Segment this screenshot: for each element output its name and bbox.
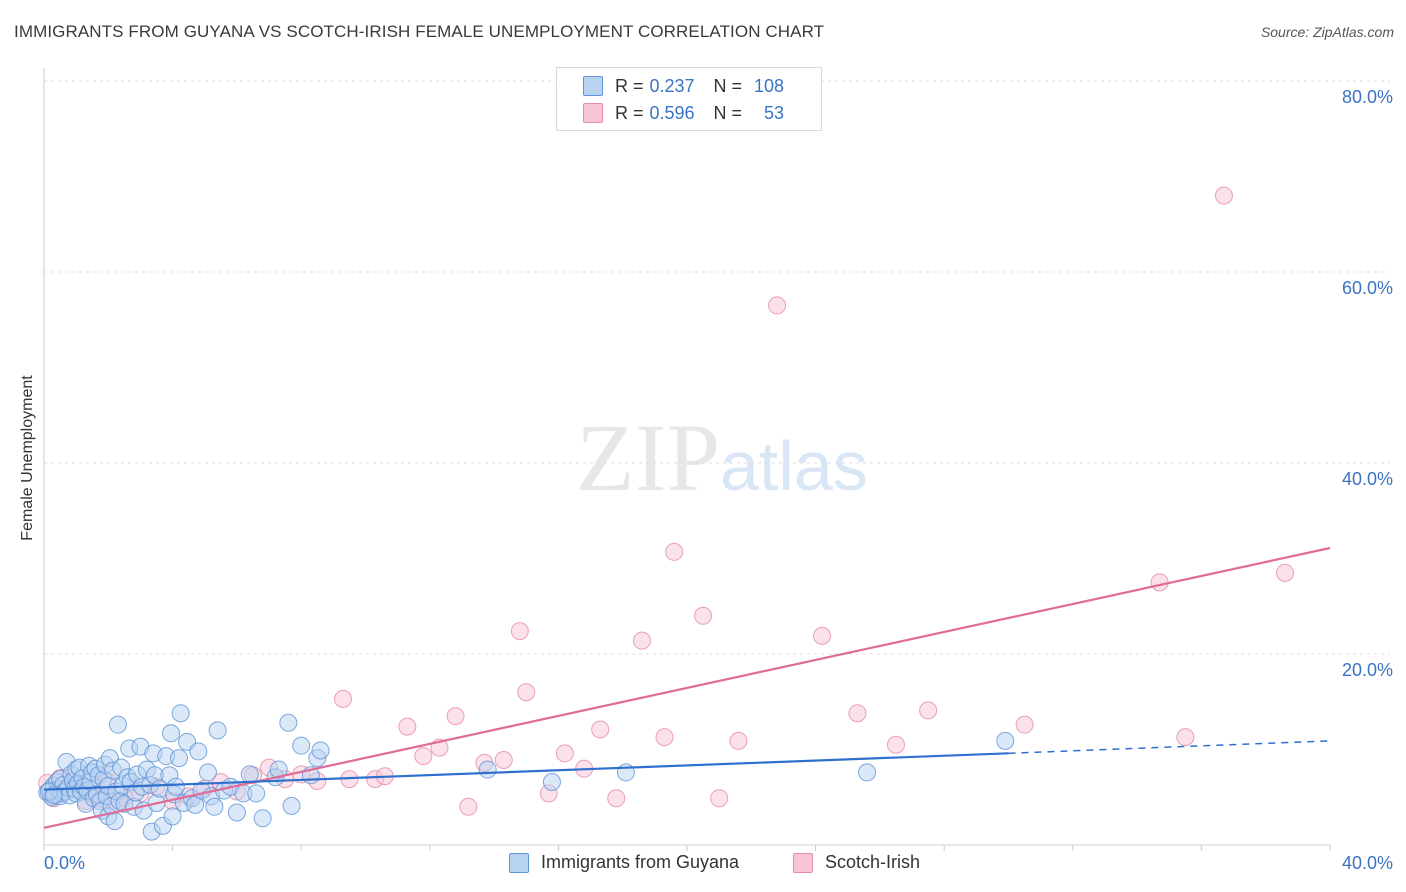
scotch-irish-point: [813, 626, 832, 645]
scotch-irish-point: [1015, 715, 1034, 734]
stats-legend-row-guyana: R = 0.237 N = 108: [583, 74, 784, 98]
r-label: R =: [615, 75, 644, 96]
scotch-irish-point: [398, 717, 417, 736]
guyana-point: [478, 760, 497, 779]
scotch-irish-point: [591, 720, 610, 739]
scotch-irish-legend-swatch: [793, 852, 813, 873]
scotch-irish-point: [632, 631, 651, 650]
scotch-irish-point: [710, 789, 729, 808]
x-tick-label-max: 40.0%: [1342, 853, 1393, 873]
scotch-irish-point: [665, 542, 684, 561]
x-tick-label-min: 0.0%: [44, 853, 85, 873]
scotch-irish-trend-line: [43, 546, 1331, 829]
scotch-irish-point: [555, 744, 574, 763]
axes: [43, 68, 1331, 851]
guyana-point: [311, 741, 330, 760]
guyana-point: [166, 777, 185, 796]
guyana-point: [247, 784, 266, 803]
y-tick-label: 60.0%: [1342, 278, 1393, 298]
guyana-point: [105, 812, 124, 831]
scotch-irish-point: [919, 701, 938, 720]
guyana-point: [253, 809, 272, 828]
scotch-irish-swatch: [583, 103, 603, 123]
scotch-irish-point: [414, 747, 433, 766]
scotch-irish-point: [729, 731, 748, 750]
stats-legend-row-scotch-irish: R = 0.596 N = 53: [583, 101, 784, 125]
scotch-irish-point: [886, 735, 905, 754]
n-label: N =: [713, 75, 743, 96]
guyana-point: [170, 749, 189, 768]
r-value: 0.596: [649, 102, 695, 123]
trend-lines: [43, 546, 1331, 829]
guyana-trend-line: [43, 752, 1009, 791]
guyana-points: [38, 704, 1015, 841]
scotch-irish-point: [694, 606, 713, 625]
scotch-irish-point: [607, 789, 626, 808]
y-axis-label: Female Unemployment: [19, 375, 36, 541]
guyana-point: [269, 760, 288, 779]
guyana-point: [205, 797, 224, 816]
legend-item-guyana: Immigrants from Guyana: [509, 852, 739, 873]
stats-legend: R = 0.237 N = 108 R = 0.596 N = 53: [556, 67, 822, 131]
guyana-point: [996, 731, 1015, 750]
n-value: 108: [754, 75, 785, 96]
legend-label-scotch-irish: Scotch-Irish: [825, 852, 921, 872]
guyana-point: [161, 724, 180, 743]
legend-item-scotch-irish: Scotch-Irish: [793, 852, 920, 873]
guyana-point: [108, 715, 127, 734]
scotch-irish-point: [1176, 728, 1195, 747]
scotch-irish-point: [1275, 563, 1294, 582]
scotch-irish-point: [459, 797, 478, 816]
scotch-irish-point: [494, 751, 513, 770]
scotch-irish-point: [848, 704, 867, 723]
scotch-irish-point: [1214, 186, 1233, 205]
scotch-irish-point: [510, 622, 529, 641]
n-label: N =: [713, 102, 743, 123]
guyana-point: [227, 803, 246, 822]
r-value: 0.237: [649, 75, 695, 96]
scotch-irish-point: [655, 728, 674, 747]
scotch-irish-point: [333, 689, 352, 708]
scotch-irish-point: [517, 683, 536, 702]
guyana-point: [279, 713, 298, 732]
source-label: Source: ZipAtlas.com: [1260, 24, 1394, 40]
guyana-swatch: [583, 76, 603, 96]
guyana-point: [208, 721, 227, 740]
scotch-irish-point: [446, 707, 465, 726]
tick-labels: 20.0% 40.0% 60.0% 80.0% 0.0% 40.0%: [44, 87, 1393, 873]
guyana-point: [198, 763, 217, 782]
r-label: R =: [615, 102, 644, 123]
guyana-point: [189, 742, 208, 761]
watermark-zip: ZIP: [576, 404, 720, 511]
guyana-point: [292, 736, 311, 755]
y-tick-label: 20.0%: [1342, 660, 1393, 680]
guyana-point: [44, 786, 63, 805]
watermark-atlas: atlas: [720, 427, 868, 505]
watermark: ZIP atlas: [576, 404, 868, 511]
guyana-point: [163, 807, 182, 826]
gridlines: [44, 80, 1390, 655]
guyana-point: [171, 704, 190, 723]
scotch-irish-point: [768, 296, 787, 315]
guyana-point: [858, 763, 877, 782]
guyana-legend-swatch: [509, 852, 529, 873]
guyana-trend-extension: [1008, 740, 1331, 755]
guyana-point: [282, 796, 301, 815]
chart-title: IMMIGRANTS FROM GUYANA VS SCOTCH-IRISH F…: [14, 22, 825, 41]
scotch-irish-point: [1150, 573, 1169, 592]
guyana-point: [240, 765, 259, 784]
n-value: 53: [764, 102, 785, 123]
y-tick-label: 40.0%: [1342, 469, 1393, 489]
guyana-point: [542, 772, 561, 791]
legend-label-guyana: Immigrants from Guyana: [541, 852, 740, 872]
y-tick-label: 80.0%: [1342, 87, 1393, 107]
